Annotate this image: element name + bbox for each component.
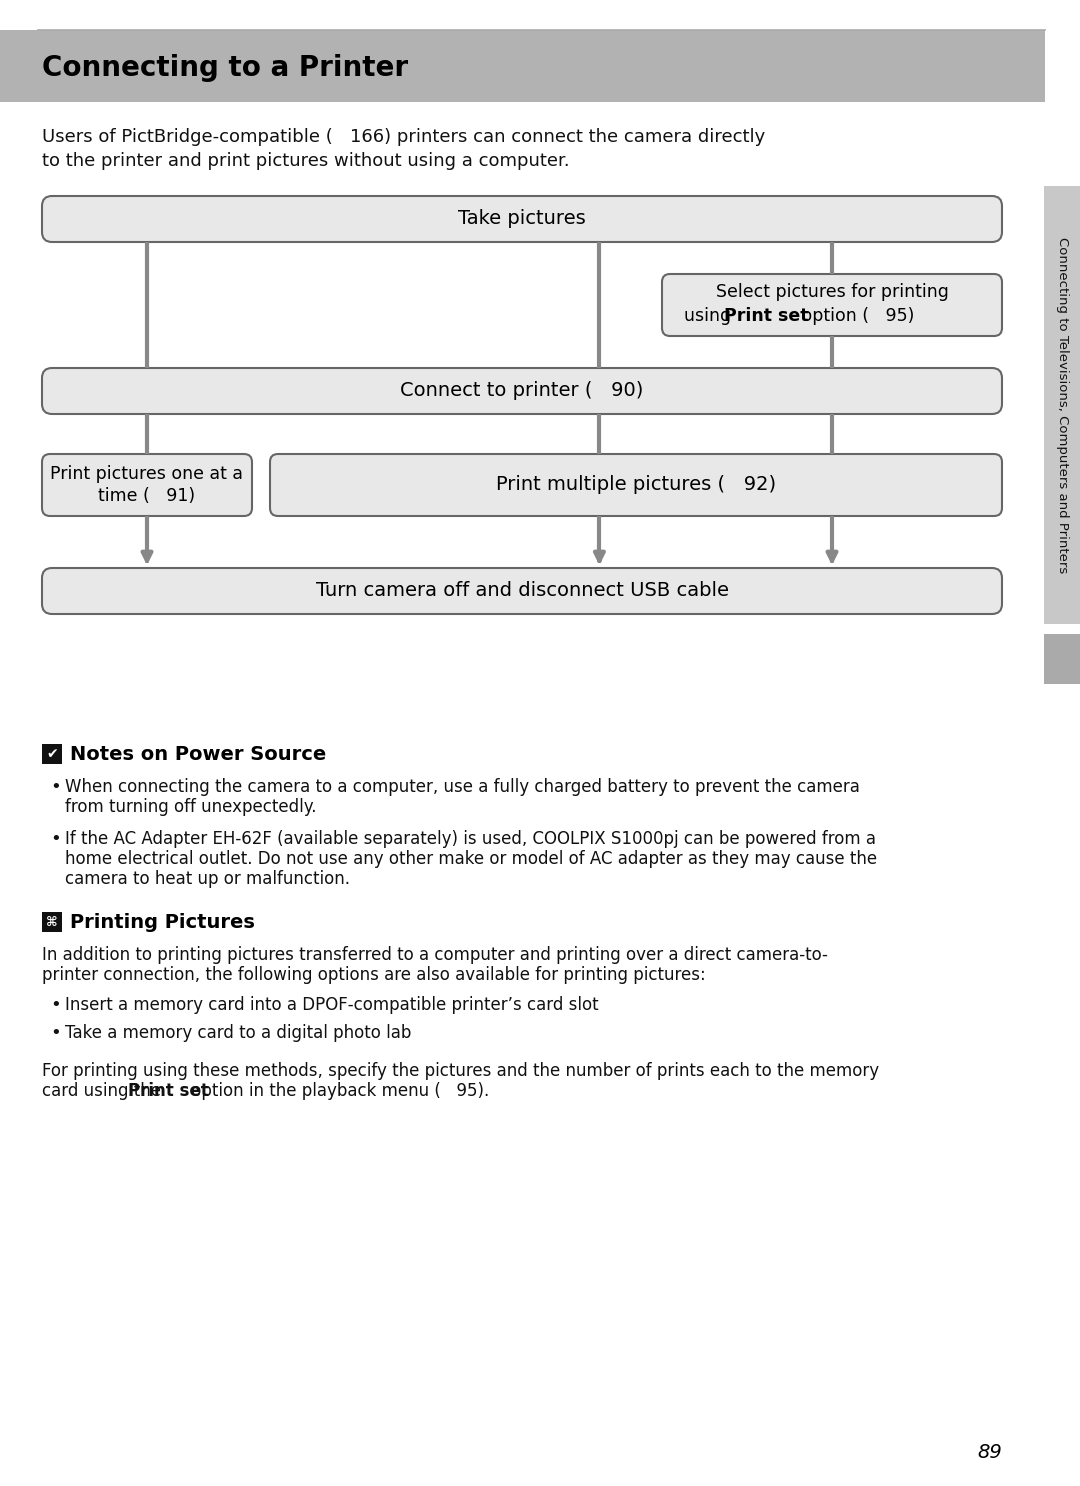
- Bar: [0, 30, 1045, 103]
- Text: For printing using these methods, specify the pictures and the number of prints : For printing using these methods, specif…: [42, 1062, 879, 1080]
- Text: Print multiple pictures (   92): Print multiple pictures ( 92): [496, 476, 777, 495]
- Bar: [1044, 186, 1080, 624]
- FancyBboxPatch shape: [42, 568, 1002, 614]
- Text: card using the: card using the: [42, 1082, 166, 1100]
- Text: Take pictures: Take pictures: [458, 210, 585, 229]
- FancyBboxPatch shape: [42, 369, 1002, 415]
- Text: 89: 89: [977, 1443, 1002, 1462]
- Text: Connect to printer (   90): Connect to printer ( 90): [401, 382, 644, 401]
- Text: When connecting the camera to a computer, use a fully charged battery to prevent: When connecting the camera to a computer…: [65, 779, 860, 796]
- Text: •: •: [50, 779, 60, 796]
- FancyBboxPatch shape: [270, 455, 1002, 516]
- Text: time (   91): time ( 91): [98, 487, 195, 505]
- Text: Connecting to a Printer: Connecting to a Printer: [42, 53, 408, 82]
- FancyBboxPatch shape: [42, 196, 1002, 242]
- Text: ⌘: ⌘: [46, 915, 58, 929]
- Text: Notes on Power Source: Notes on Power Source: [70, 744, 326, 764]
- Text: option (   95): option ( 95): [796, 308, 915, 325]
- Text: Turn camera off and disconnect USB cable: Turn camera off and disconnect USB cable: [315, 581, 729, 600]
- Text: home electrical outlet. Do not use any other make or model of AC adapter as they: home electrical outlet. Do not use any o…: [65, 850, 877, 868]
- Text: If the AC Adapter EH-62F (available separately) is used, COOLPIX S1000pj can be : If the AC Adapter EH-62F (available sepa…: [65, 831, 876, 849]
- Text: Print set: Print set: [724, 308, 809, 325]
- Text: Select pictures for printing: Select pictures for printing: [716, 282, 948, 302]
- Bar: [1044, 635, 1080, 684]
- Text: In addition to printing pictures transferred to a computer and printing over a d: In addition to printing pictures transfe…: [42, 947, 828, 964]
- Text: Connecting to Televisions, Computers and Printers: Connecting to Televisions, Computers and…: [1055, 236, 1068, 574]
- Text: camera to heat up or malfunction.: camera to heat up or malfunction.: [65, 869, 350, 889]
- Text: •: •: [50, 831, 60, 849]
- Text: Insert a memory card into a DPOF-compatible printer’s card slot: Insert a memory card into a DPOF-compati…: [65, 996, 598, 1013]
- Text: from turning off unexpectedly.: from turning off unexpectedly.: [65, 798, 316, 816]
- Text: Printing Pictures: Printing Pictures: [70, 912, 255, 932]
- Text: Print pictures one at a: Print pictures one at a: [51, 465, 243, 483]
- Text: •: •: [50, 1024, 60, 1042]
- Text: Print set: Print set: [129, 1082, 208, 1100]
- Text: option in the playback menu (   95).: option in the playback menu ( 95).: [186, 1082, 489, 1100]
- FancyBboxPatch shape: [662, 273, 1002, 336]
- Bar: [42, 744, 62, 764]
- Text: using: using: [684, 308, 737, 325]
- Text: Users of PictBridge-compatible (   166) printers can connect the camera directly: Users of PictBridge-compatible ( 166) pr…: [42, 128, 766, 146]
- Text: Take a memory card to a digital photo lab: Take a memory card to a digital photo la…: [65, 1024, 411, 1042]
- Text: to the printer and print pictures without using a computer.: to the printer and print pictures withou…: [42, 152, 569, 169]
- Text: •: •: [50, 996, 60, 1013]
- Bar: [42, 912, 62, 932]
- Text: printer connection, the following options are also available for printing pictur: printer connection, the following option…: [42, 966, 705, 984]
- Text: ✔: ✔: [46, 747, 58, 761]
- FancyBboxPatch shape: [42, 455, 252, 516]
